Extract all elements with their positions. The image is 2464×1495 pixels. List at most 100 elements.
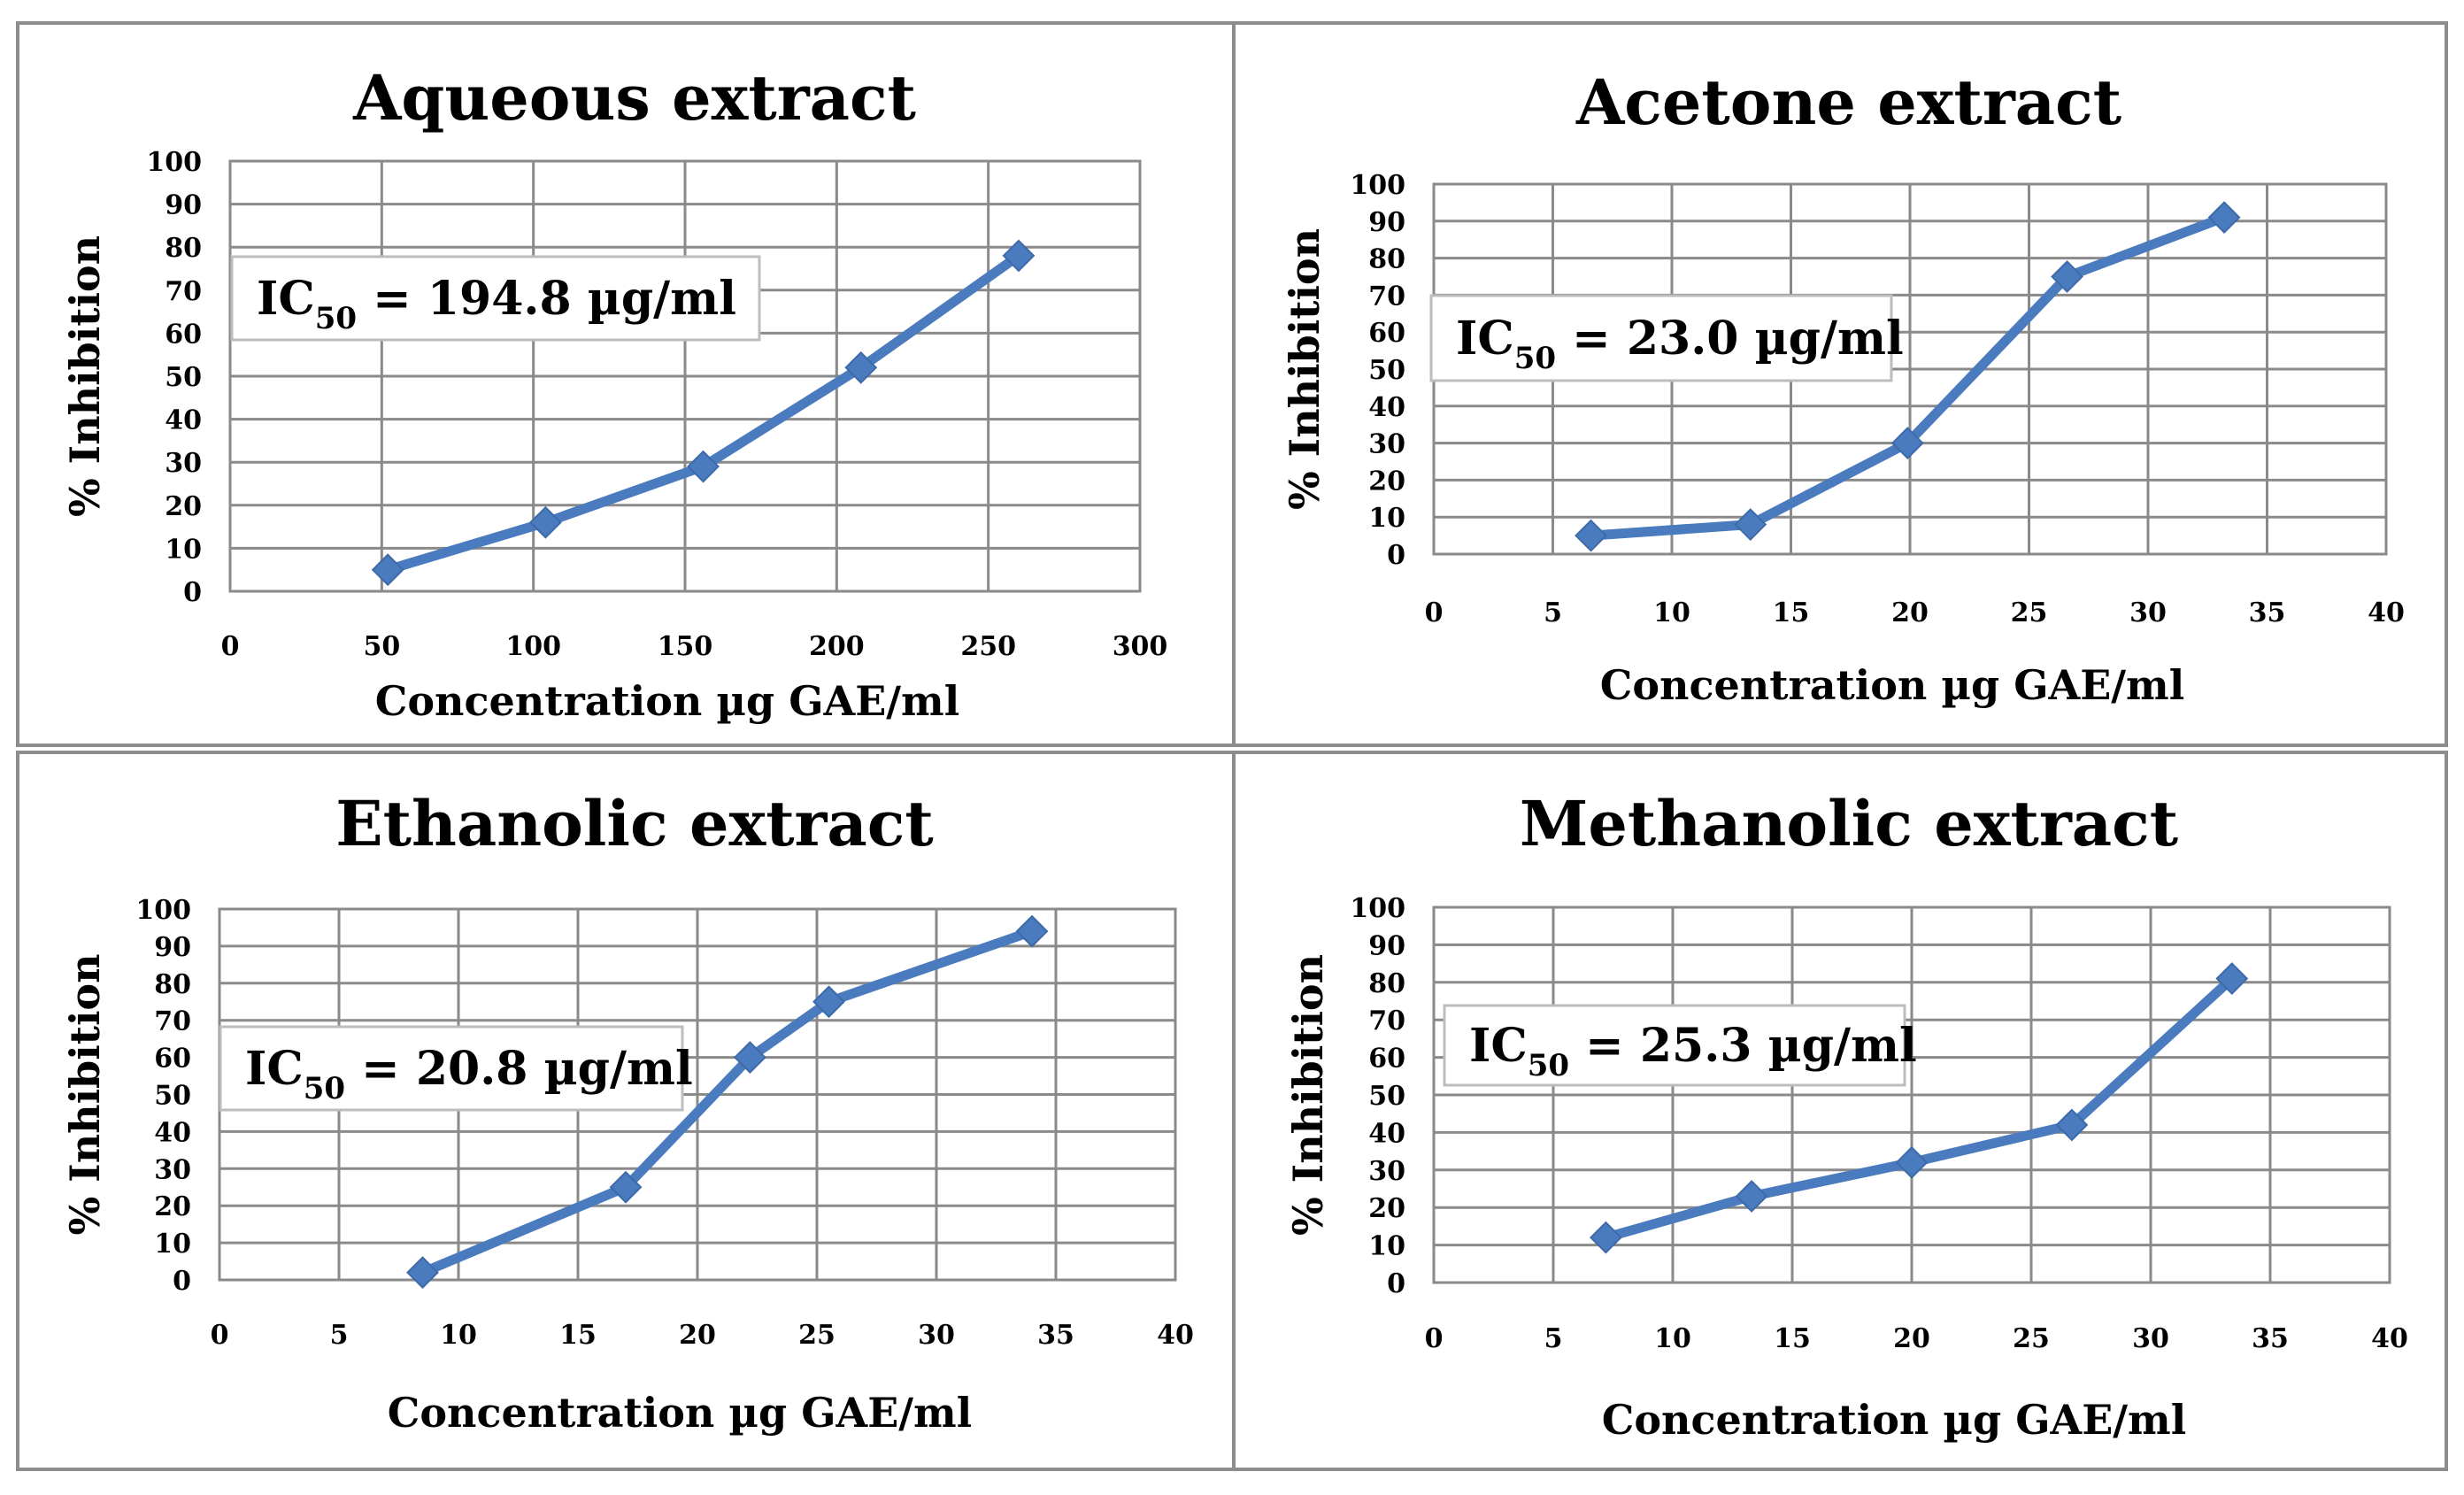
ic50-value: = 23.0 µg/ml	[1556, 312, 1904, 366]
data-point	[1890, 427, 1924, 460]
y-tick-label: 70	[1368, 1006, 1405, 1036]
data-point	[812, 985, 845, 1019]
data-point	[2051, 260, 2083, 293]
x-axis-label: Concentration µg GAE/ml	[375, 677, 959, 725]
x-tick-label: 250	[960, 631, 1016, 662]
y-axis-label: % Inhibition	[61, 235, 109, 517]
chart-panel: 0 10 20 30 40 50 60 70 80 90 100 0 5 10 15 20 25 30 35 40 Et…	[16, 751, 1236, 1471]
chart-title: Aqueous extract	[352, 61, 916, 135]
data-point	[1589, 1221, 1622, 1254]
x-tick-label: 40	[2371, 1323, 2408, 1354]
y-tick-label: 30	[1368, 1156, 1405, 1187]
ic50-annotation: IC50 = 25.3 µg/ml	[1469, 1019, 1917, 1083]
y-axis-label: % Inhibition	[1284, 954, 1332, 1236]
x-tick-label: 15	[559, 1320, 597, 1351]
ic50-subscript: 50	[315, 301, 357, 336]
x-tick-label: 50	[363, 631, 400, 662]
ic50-prefix: IC	[1456, 312, 1514, 366]
chart-panel: 0 10 20 30 40 50 60 70 80 90 100 0 5 10 15 20 25 30 35 40 Me…	[1232, 751, 2448, 1471]
y-tick-label: 90	[1368, 930, 1405, 961]
y-tick-label: 90	[165, 190, 202, 221]
y-tick-label: 40	[1368, 392, 1405, 423]
y-tick-label: 50	[154, 1081, 191, 1112]
ic50-subscript: 50	[304, 1071, 345, 1106]
data-point	[1735, 1180, 1768, 1213]
y-tick-label: 70	[165, 276, 202, 307]
data-point	[609, 1170, 643, 1204]
y-tick-label: 80	[154, 969, 191, 1000]
y-tick-label: 0	[1387, 1268, 1405, 1299]
ic50-box	[219, 1025, 684, 1112]
y-tick-label: 0	[183, 577, 202, 608]
data-point	[1002, 239, 1036, 273]
ic50-annotation: IC50 = 23.0 µg/ml	[1456, 312, 1904, 376]
y-tick-label: 50	[165, 362, 202, 393]
y-tick-label: 60	[1368, 318, 1405, 349]
y-tick-label: 20	[154, 1191, 191, 1222]
x-tick-label: 35	[2249, 597, 2286, 628]
y-tick-label: 0	[173, 1266, 191, 1297]
y-tick-label: 80	[165, 233, 202, 264]
x-axis-label: Concentration µg GAE/ml	[1600, 661, 2184, 709]
ic50-annotation: IC50 = 194.8 µg/ml	[257, 272, 736, 336]
y-tick-label: 100	[1350, 893, 1405, 924]
x-tick-label: 0	[1425, 597, 1444, 628]
chart-title: Acetone extract	[1575, 66, 2121, 139]
x-tick-label: 5	[1544, 1323, 1563, 1354]
ic50-prefix: IC	[1469, 1019, 1528, 1073]
x-tick-label: 200	[809, 631, 865, 662]
ic50-value: = 20.8 µg/ml	[345, 1042, 693, 1096]
y-tick-label: 0	[1387, 540, 1405, 571]
panel-frame	[16, 21, 1236, 747]
x-tick-label: 40	[2368, 597, 2405, 628]
ic50-box	[1443, 1004, 1906, 1087]
plot-area	[1432, 905, 2391, 1284]
x-tick-label: 30	[2132, 1323, 2169, 1354]
y-tick-label: 30	[154, 1154, 191, 1185]
y-tick-label: 40	[165, 405, 202, 436]
x-tick-label: 10	[1654, 1323, 1691, 1354]
y-tick-label: 80	[1368, 968, 1405, 999]
x-tick-label: 20	[1891, 597, 1929, 628]
x-tick-label: 30	[2129, 597, 2167, 628]
data-point	[2215, 962, 2249, 995]
ic50-box	[230, 255, 761, 342]
panel-frame	[1232, 21, 2448, 747]
plot-area	[228, 159, 1142, 593]
y-tick-label: 40	[154, 1117, 191, 1148]
y-tick-label: 80	[1368, 244, 1405, 275]
x-tick-label: 10	[1653, 597, 1690, 628]
y-tick-label: 90	[1368, 207, 1405, 238]
data-point	[1015, 914, 1049, 948]
ic50-value: = 25.3 µg/ml	[1569, 1019, 1917, 1073]
x-tick-label: 10	[440, 1320, 477, 1351]
y-tick-label: 20	[1368, 1193, 1405, 1224]
chart-panel: 0 10 20 30 40 50 60 70 80 90 100 0 50 100 150 200 250 300…	[16, 21, 1236, 747]
y-tick-label: 100	[135, 895, 191, 926]
x-tick-label: 30	[918, 1320, 955, 1351]
x-tick-label: 25	[2011, 597, 2048, 628]
data-point	[1895, 1145, 1929, 1179]
y-tick-label: 70	[1368, 281, 1405, 312]
y-axis-label: % Inhibition	[61, 953, 109, 1235]
y-tick-label: 30	[1368, 429, 1405, 460]
y-tick-label: 10	[165, 534, 202, 565]
y-tick-label: 90	[154, 932, 191, 963]
x-tick-label: 20	[679, 1320, 716, 1351]
x-tick-label: 35	[1037, 1320, 1074, 1351]
y-tick-label: 60	[154, 1044, 191, 1075]
data-point	[733, 1041, 766, 1075]
x-tick-label: 5	[1544, 597, 1562, 628]
y-tick-label: 60	[165, 319, 202, 350]
ic50-value: = 194.8 µg/ml	[357, 272, 736, 326]
x-tick-label: 150	[658, 631, 713, 662]
x-tick-label: 0	[1425, 1323, 1444, 1354]
ic50-subscript: 50	[1528, 1048, 1569, 1083]
y-tick-label: 20	[165, 491, 202, 522]
ic50-prefix: IC	[245, 1042, 304, 1096]
y-axis-label: % Inhibition	[1281, 228, 1328, 510]
chart-title: Methanolic extract	[1520, 787, 2178, 860]
y-tick-label: 10	[1368, 503, 1405, 534]
data-point	[406, 1256, 439, 1290]
